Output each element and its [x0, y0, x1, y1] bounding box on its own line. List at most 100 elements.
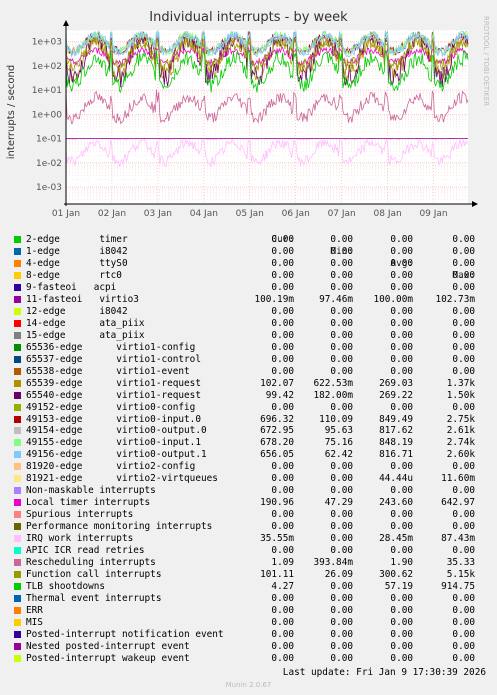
legend-min: 62.42	[325, 449, 353, 461]
legend-label: 65538-edge virtio1-event	[26, 366, 190, 378]
legend-cur: 0.00	[271, 629, 294, 641]
legend-avg: 0.00	[390, 366, 413, 378]
legend-row: 11-fasteoi virtio3 100.19m 97.46m 100.00m 10…	[10, 294, 490, 306]
legend-min: 0.00	[330, 629, 353, 641]
legend-cur: 1.09	[271, 557, 294, 569]
x-tick-labels: 01 Jan 02 Jan 03 Jan 04 Jan 05 Jan 06 Jan 07 J…	[52, 209, 448, 219]
legend-row: ERR 0.00 0.00 0.00 0.00	[10, 605, 490, 617]
legend-avg: 0.00	[390, 521, 413, 533]
legend-max: 914.75	[441, 581, 475, 593]
legend-min: 47.29	[325, 497, 353, 509]
legend-max: 2.74k	[447, 437, 475, 449]
legend-min: 0.00	[330, 306, 353, 318]
legend-min: 0.00	[330, 330, 353, 342]
legend-max: 0.00	[452, 521, 475, 533]
legend-label: 65536-edge virtio1-config	[26, 342, 195, 354]
legend-cur: 0.00	[271, 593, 294, 605]
legend-row: 49156-edge virtio0-output.1 656.05 62.42 81…	[10, 449, 490, 461]
legend-swatch	[14, 380, 21, 387]
legend-row: Posted-interrupt notification event 0.00 0…	[10, 629, 490, 641]
legend-avg: 0.00	[390, 509, 413, 521]
legend-min: 0.00	[330, 641, 353, 653]
legend-label: 65539-edge virtio1-request	[26, 378, 201, 390]
legend-cur: 0.00	[271, 306, 294, 318]
legend-max: 5.15k	[447, 569, 475, 581]
legend-avg: 243.60	[379, 497, 413, 509]
legend-cur: 656.05	[260, 449, 294, 461]
legend-swatch	[14, 392, 21, 399]
legend-avg: 816.71	[379, 449, 413, 461]
legend-label: Performance monitoring interrupts	[26, 521, 212, 533]
legend-label: Function call interrupts	[26, 569, 161, 581]
y-tick-label: 1e-01	[36, 135, 62, 145]
legend-label: 15-edge ata_piix	[26, 330, 145, 342]
legend-swatch	[14, 260, 21, 267]
legend-avg: 0.00	[390, 653, 413, 665]
legend-swatch	[14, 308, 21, 315]
legend-label: 4-edge ttyS0	[26, 258, 128, 270]
legend-row: 9-fasteoi acpi 0.00 0.00 0.00 0.00	[10, 282, 490, 294]
legend-cur: 0.00	[271, 545, 294, 557]
legend-min: 0.00	[330, 581, 353, 593]
legend-min: 182.00m	[313, 390, 353, 402]
y-tick-label: 1e+03	[32, 38, 62, 48]
legend-avg: 0.00	[390, 629, 413, 641]
legend-row: Performance monitoring interrupts 0.00 0.0…	[10, 521, 490, 533]
legend-min: 0.00	[330, 485, 353, 497]
legend-min: 97.46m	[319, 294, 353, 306]
legend-row: 81920-edge virtio2-config 0.00 0.00 0.00 0.0…	[10, 461, 490, 473]
legend-cur: 0.00	[271, 270, 294, 282]
legend-min: 0.00	[330, 533, 353, 545]
legend-cur: 0.00	[271, 234, 294, 246]
legend-avg: 0.00	[390, 402, 413, 414]
legend-max: 0.00	[452, 629, 475, 641]
legend-label: 49156-edge virtio0-output.1	[26, 449, 207, 461]
legend-swatch	[14, 368, 21, 375]
legend-swatch	[14, 523, 21, 530]
legend-max: 0.00	[452, 485, 475, 497]
legend-row: 49153-edge virtio0-input.0 696.32 110.09 84…	[10, 414, 490, 426]
legend-cur: 0.00	[271, 509, 294, 521]
legend-cur: 0.00	[271, 402, 294, 414]
y-axis-arrow	[63, 20, 69, 26]
legend-min: 0.00	[330, 366, 353, 378]
legend-cur: 0.00	[271, 461, 294, 473]
legend-label: 11-fasteoi virtio3	[26, 294, 139, 306]
legend-max: 0.00	[452, 330, 475, 342]
legend-min: 0.00	[330, 246, 353, 258]
x-tick-label: 02 Jan	[98, 209, 126, 219]
legend-label: 49155-edge virtio0-input.1	[26, 437, 201, 449]
legend-avg: 0.00	[390, 617, 413, 629]
legend-row: Posted-interrupt wakeup event 0.00 0.00 0.0…	[10, 653, 490, 665]
legend-min: 0.00	[330, 461, 353, 473]
legend-row: 49155-edge virtio0-input.1 678.20 75.16 848…	[10, 437, 490, 449]
legend-cur: 0.00	[271, 653, 294, 665]
legend-max: 11.60m	[441, 473, 475, 485]
legend-row: 65537-edge virtio1-control 0.00 0.00 0.00 0.…	[10, 354, 490, 366]
y-tick-label: 1e-02	[36, 159, 62, 169]
legend-swatch	[14, 296, 21, 303]
legend-max: 0.00	[452, 342, 475, 354]
legend-swatch	[14, 404, 21, 411]
legend-avg: 817.62	[379, 425, 413, 437]
legend-avg: 0.00	[390, 354, 413, 366]
x-axis-arrow	[472, 201, 478, 207]
legend-swatch	[14, 547, 21, 554]
legend-min: 0.00	[330, 473, 353, 485]
legend-min: 75.16	[325, 437, 353, 449]
legend-max: 0.00	[452, 605, 475, 617]
legend-max: 0.00	[452, 246, 475, 258]
legend-row: 49152-edge virtio0-config 0.00 0.00 0.00 0.0…	[10, 402, 490, 414]
legend-swatch	[14, 535, 21, 542]
legend-avg: 849.49	[379, 414, 413, 426]
legend-avg: 1.90	[390, 557, 413, 569]
legend-min: 0.00	[330, 617, 353, 629]
legend-min: 0.00	[330, 282, 353, 294]
legend-cur: 35.55m	[260, 533, 294, 545]
legend-avg: 0.00	[390, 246, 413, 258]
last-update: Last update: Fri Jan 9 17:30:39 2026	[283, 667, 486, 678]
legend-row: Rescheduling interrupts 1.09 393.84m 1.90 35…	[10, 557, 490, 569]
legend-swatch	[14, 272, 21, 279]
legend-label: 49154-edge virtio0-output.0	[26, 425, 207, 437]
legend-label: TLB shootdowns	[26, 581, 105, 593]
